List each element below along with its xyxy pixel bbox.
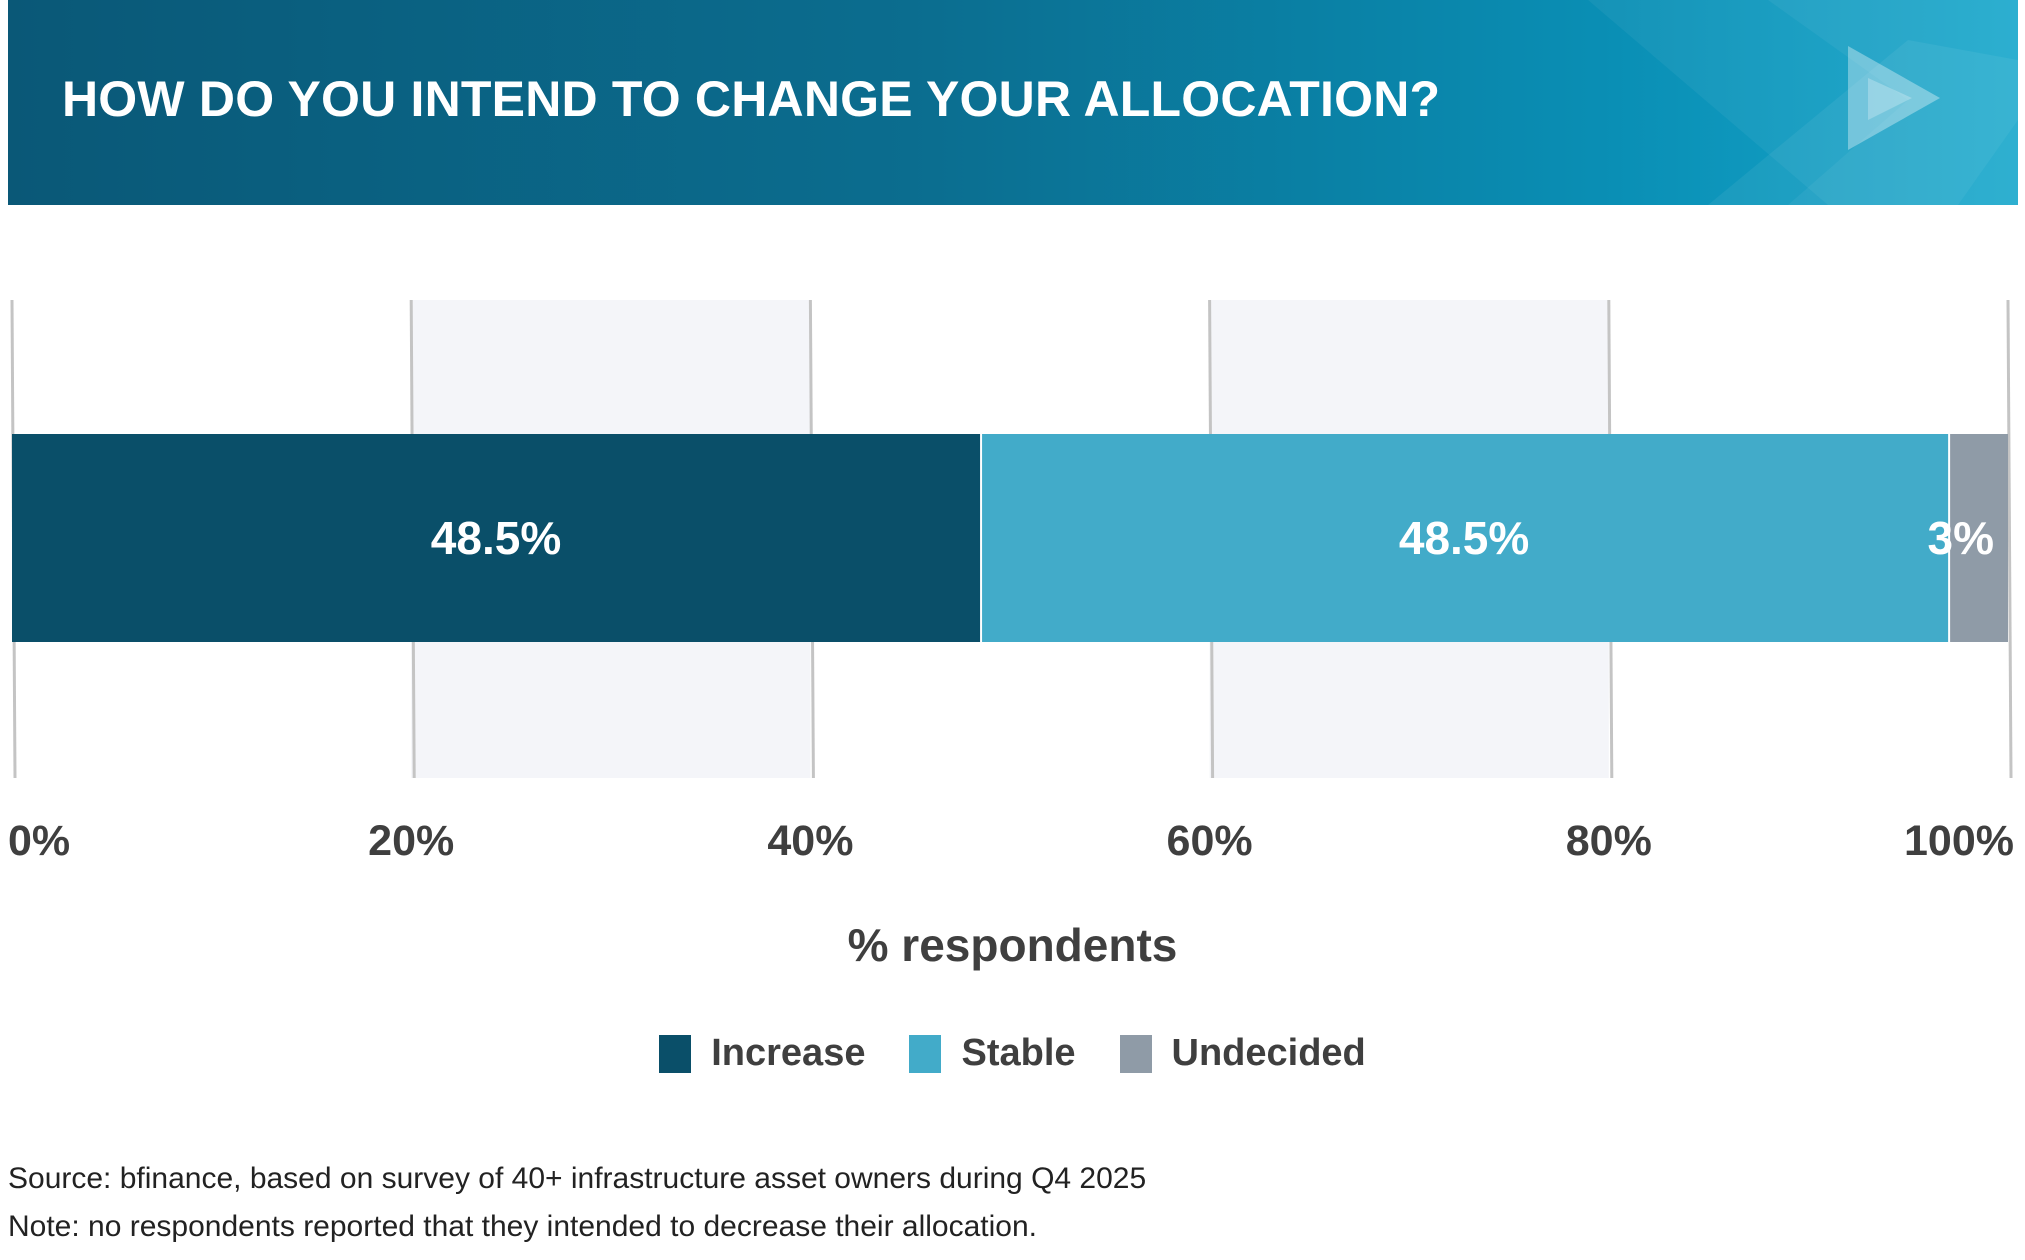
bar-increase xyxy=(12,434,981,642)
data-label-stable: 48.5% xyxy=(1399,512,1529,564)
footnotes: Source: bfinance, based on survey of 40+… xyxy=(8,1155,1146,1251)
footnote: Note: no respondents reported that they … xyxy=(8,1210,1038,1243)
legend-item-undecided: Undecided xyxy=(1119,1032,1366,1075)
legend-swatch xyxy=(659,1034,692,1073)
grid-line xyxy=(2006,299,2013,779)
stacked-bar-chart: 48.5% 48.5% 3% 0% 20% 40% 60% 80% 100% xyxy=(8,299,2014,865)
x-tick-label: 0% xyxy=(8,817,70,865)
legend-item-increase: Increase xyxy=(659,1032,865,1075)
legend-label: Increase xyxy=(711,1032,866,1074)
legend-swatch xyxy=(1119,1034,1152,1073)
legend-swatch xyxy=(909,1034,942,1073)
chart-header: HOW DO YOU INTEND TO CHANGE YOUR ALLOCAT… xyxy=(8,0,2018,205)
legend: Increase Stable Undecided xyxy=(0,1032,2025,1075)
x-tick-labels: 0% 20% 40% 60% 80% 100% xyxy=(8,817,2014,865)
x-axis-label: % respondents xyxy=(847,919,1178,971)
chart-title: HOW DO YOU INTEND TO CHANGE YOUR ALLOCAT… xyxy=(62,71,1441,127)
bar-undecided xyxy=(1950,434,2008,642)
x-tick-label: 40% xyxy=(767,817,853,865)
play-triangle-icon xyxy=(1848,46,1940,150)
bar-data-labels: 48.5% 48.5% 3% xyxy=(431,512,1994,564)
bar-segments xyxy=(12,434,2008,642)
x-tick-label: 100% xyxy=(1904,817,2014,865)
x-tick-label: 20% xyxy=(368,817,454,865)
data-label-undecided: 3% xyxy=(1928,512,1994,564)
data-label-increase: 48.5% xyxy=(431,512,561,564)
legend-item-stable: Stable xyxy=(909,1032,1076,1075)
source-note: Source: bfinance, based on survey of 40+… xyxy=(8,1162,1147,1195)
x-tick-label: 80% xyxy=(1566,817,1652,865)
legend-label: Stable xyxy=(961,1032,1076,1074)
legend-label: Undecided xyxy=(1171,1032,1366,1074)
bar-stable xyxy=(982,434,1949,642)
x-tick-label: 60% xyxy=(1167,817,1253,865)
header-decoration xyxy=(1588,0,2018,205)
